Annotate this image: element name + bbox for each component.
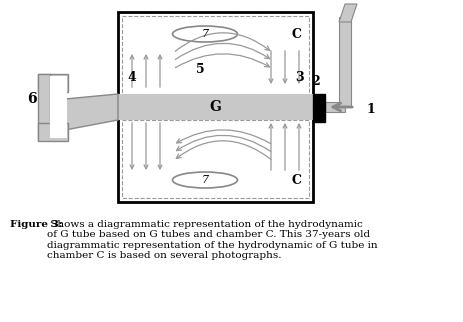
Text: 7: 7 bbox=[201, 175, 208, 185]
Ellipse shape bbox=[173, 26, 238, 42]
Text: Figure 3:: Figure 3: bbox=[10, 220, 63, 229]
Text: 6: 6 bbox=[27, 92, 37, 106]
Bar bbox=[38, 74, 68, 92]
Text: 7: 7 bbox=[201, 29, 208, 39]
Bar bbox=[50, 76, 67, 138]
Ellipse shape bbox=[173, 172, 238, 188]
Bar bbox=[118, 12, 313, 202]
Bar bbox=[339, 17, 351, 107]
Polygon shape bbox=[339, 4, 357, 22]
Text: G: G bbox=[209, 100, 221, 114]
Bar bbox=[118, 94, 313, 120]
Text: Shows a diagrammatic representation of the hydrodynamic
of G tube based on G tub: Shows a diagrammatic representation of t… bbox=[47, 220, 378, 260]
Text: 1: 1 bbox=[367, 102, 376, 116]
Bar bbox=[122, 16, 309, 94]
Text: 2: 2 bbox=[311, 75, 319, 88]
Text: C: C bbox=[292, 174, 302, 186]
Text: C: C bbox=[292, 27, 302, 41]
Bar bbox=[38, 123, 68, 141]
Bar bbox=[313, 94, 325, 109]
Text: 3: 3 bbox=[294, 71, 303, 84]
Text: 5: 5 bbox=[196, 63, 204, 76]
Bar bbox=[313, 109, 325, 122]
Bar bbox=[122, 120, 309, 198]
Text: 4: 4 bbox=[128, 71, 137, 84]
Bar bbox=[325, 102, 345, 112]
Bar bbox=[38, 74, 50, 140]
Polygon shape bbox=[65, 94, 118, 130]
